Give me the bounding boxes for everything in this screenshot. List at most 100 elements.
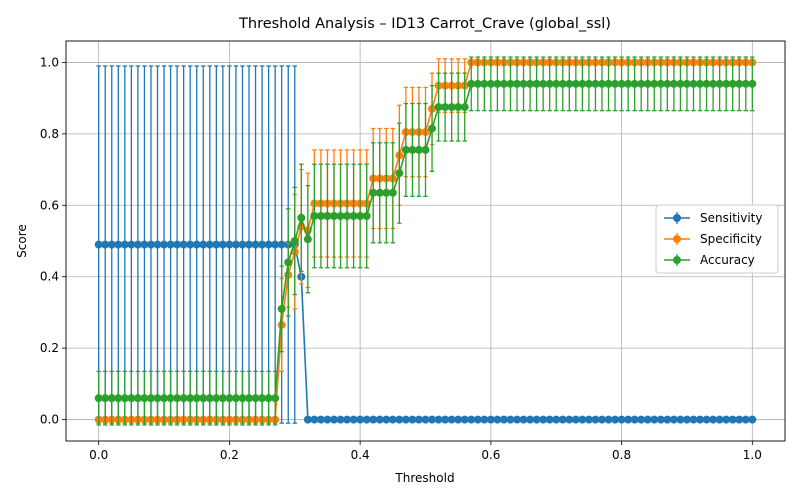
sensitivity-point: [669, 415, 678, 424]
accuracy-point: [127, 394, 136, 403]
accuracy-point: [231, 394, 240, 403]
accuracy-point: [382, 188, 391, 197]
tick-layer: 0.0 0.2 0.4 0.6 0.8 1.0 0.0 0.2 0.4 0.6 0.8 1.0: [40, 55, 762, 462]
sensitivity-point: [676, 415, 685, 424]
accuracy-point: [513, 79, 522, 88]
accuracy-point: [630, 79, 639, 88]
accuracy-point: [584, 79, 593, 88]
accuracy-point: [101, 394, 110, 403]
sensitivity-point: [349, 415, 358, 424]
accuracy-point: [205, 394, 214, 403]
accuracy-point: [428, 124, 437, 133]
accuracy-point: [467, 79, 476, 88]
accuracy-point: [140, 394, 149, 403]
sensitivity-point: [251, 240, 260, 249]
accuracy-point: [728, 79, 737, 88]
series-sensitivity: [94, 65, 757, 424]
accuracy-point: [323, 212, 332, 220]
accuracy-point: [290, 237, 299, 245]
sensitivity-point: [552, 415, 561, 424]
accuracy-point: [473, 79, 482, 88]
sensitivity-point: [454, 415, 463, 424]
sensitivity-point: [597, 415, 606, 424]
accuracy-point: [343, 212, 352, 220]
sensitivity-point: [571, 415, 580, 424]
sensitivity-point: [166, 240, 175, 249]
accuracy-point: [650, 79, 659, 88]
sensitivity-point: [146, 240, 155, 249]
sensitivity-point: [604, 415, 613, 424]
sensitivity-point: [362, 415, 371, 424]
sensitivity-point: [218, 240, 227, 249]
accuracy-point: [624, 79, 633, 88]
accuracy-point: [682, 79, 691, 88]
x-tick-label: 1.0: [743, 448, 762, 462]
sensitivity-point: [271, 240, 280, 249]
sensitivity-point: [624, 415, 633, 424]
sensitivity-point: [127, 240, 136, 249]
plot-frame: [65, 40, 786, 442]
sensitivity-point: [545, 415, 554, 424]
accuracy-point: [460, 103, 469, 112]
accuracy-point: [192, 394, 201, 403]
accuracy-point: [506, 79, 515, 88]
x-tick-label: 0.8: [612, 448, 631, 462]
accuracy-point: [349, 212, 358, 220]
accuracy-point: [238, 394, 247, 403]
accuracy-point: [558, 79, 567, 88]
sensitivity-point: [499, 415, 508, 424]
sensitivity-point: [650, 415, 659, 424]
sensitivity-point: [715, 415, 724, 424]
sensitivity-point: [578, 415, 587, 424]
sensitivity-point: [408, 415, 417, 424]
sensitivity-point: [382, 415, 391, 424]
accuracy-point: [722, 79, 731, 88]
accuracy-point: [741, 79, 750, 88]
sensitivity-point: [343, 415, 352, 424]
accuracy-point: [179, 394, 188, 403]
sensitivity-point: [153, 240, 162, 249]
accuracy-point: [454, 103, 463, 112]
sensitivity-point: [532, 415, 541, 424]
y-tick-label: 0.2: [40, 341, 59, 355]
accuracy-point: [539, 79, 548, 88]
accuracy-point: [401, 145, 410, 154]
accuracy-point: [565, 79, 574, 88]
sensitivity-point: [728, 415, 737, 424]
accuracy-point: [107, 394, 116, 403]
accuracy-point: [545, 79, 554, 88]
legend-label-accuracy: Accuracy: [700, 253, 755, 267]
sensitivity-point: [722, 415, 731, 424]
sensitivity-point: [558, 415, 567, 424]
sensitivity-point: [735, 415, 744, 424]
accuracy-point: [316, 212, 325, 220]
sensitivity-point: [107, 240, 116, 249]
accuracy-point: [591, 79, 600, 88]
accuracy-point: [480, 79, 489, 88]
accuracy-point: [689, 79, 698, 88]
legend-label-sensitivity: Sensitivity: [700, 211, 762, 225]
accuracy-point: [375, 188, 384, 197]
accuracy-point: [643, 79, 652, 88]
accuracy-point: [186, 394, 195, 403]
y-tick-label: 0.8: [40, 127, 59, 141]
sensitivity-point: [264, 240, 273, 249]
y-tick-label: 0.4: [40, 270, 59, 284]
accuracy-point: [225, 394, 234, 403]
sensitivity-point: [395, 415, 404, 424]
accuracy-point: [499, 79, 508, 88]
sensitivity-point: [114, 240, 123, 249]
accuracy-point: [663, 79, 672, 88]
legend-frame: [655, 204, 779, 274]
sensitivity-point: [526, 415, 535, 424]
accuracy-point: [493, 79, 502, 88]
accuracy-point: [709, 79, 718, 88]
sensitivity-point: [369, 415, 378, 424]
accuracy-point: [702, 79, 711, 88]
sensitivity-point: [565, 415, 574, 424]
x-tick-label: 0.2: [220, 448, 239, 462]
accuracy-point: [120, 394, 129, 403]
sensitivity-point: [414, 415, 423, 424]
accuracy-point: [597, 79, 606, 88]
